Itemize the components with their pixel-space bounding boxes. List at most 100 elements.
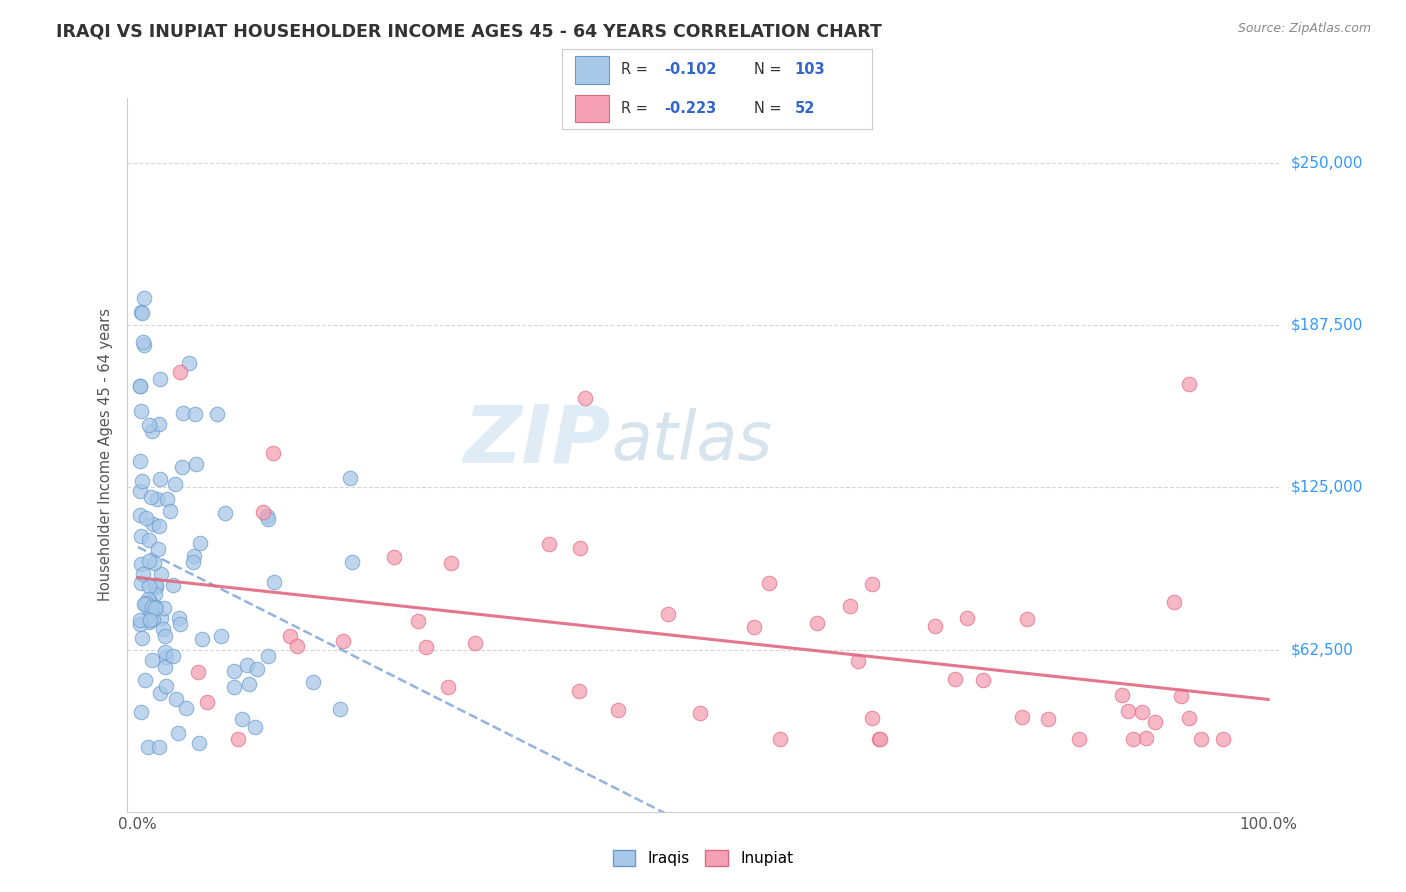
Point: [129, 558, 152, 572]
Point: [138, 615, 160, 630]
Point: [142, 556, 165, 570]
Point: [129, 378, 152, 392]
Point: [222, 681, 245, 695]
Point: [236, 658, 259, 673]
Point: [226, 732, 249, 747]
Point: [657, 607, 679, 621]
Point: [156, 492, 179, 507]
Point: [1116, 705, 1139, 719]
Text: Source: ZipAtlas.com: Source: ZipAtlas.com: [1237, 22, 1371, 36]
Point: [149, 686, 172, 700]
Point: [131, 306, 153, 320]
Point: [1067, 732, 1090, 747]
Point: [1111, 688, 1133, 702]
Point: [131, 566, 153, 581]
Point: [166, 726, 188, 740]
Point: [1178, 711, 1201, 725]
Text: R =: R =: [621, 62, 652, 78]
Point: [1178, 376, 1201, 391]
Point: [134, 292, 156, 306]
Point: [169, 365, 191, 379]
Point: [159, 504, 181, 518]
Point: [172, 459, 194, 474]
Point: [1011, 710, 1033, 724]
Y-axis label: Householder Income Ages 45 - 64 years: Householder Income Ages 45 - 64 years: [98, 309, 114, 601]
Point: [769, 732, 792, 747]
Point: [340, 555, 363, 569]
Point: [869, 732, 891, 747]
Text: N =: N =: [754, 101, 786, 116]
Text: $125,000: $125,000: [1291, 480, 1362, 495]
Point: [302, 675, 325, 690]
Point: [187, 665, 209, 679]
Point: [1163, 595, 1185, 609]
Point: [138, 418, 160, 433]
Point: [129, 576, 152, 591]
Point: [222, 664, 245, 678]
Point: [153, 629, 176, 643]
Point: [956, 610, 979, 624]
Point: [167, 611, 190, 625]
Point: [129, 484, 152, 499]
Point: [129, 379, 152, 393]
Point: [188, 735, 211, 749]
Point: [436, 680, 458, 694]
Point: [285, 639, 308, 653]
Point: [190, 536, 212, 550]
Point: [440, 556, 463, 570]
Point: [568, 541, 591, 556]
Point: [155, 650, 177, 665]
Point: [758, 576, 780, 591]
Point: [141, 424, 163, 438]
Point: [138, 604, 160, 618]
Point: [169, 616, 191, 631]
Point: [141, 600, 163, 615]
Text: 103: 103: [794, 62, 825, 78]
Point: [134, 597, 156, 611]
Point: [846, 654, 869, 668]
Point: [138, 613, 160, 627]
Point: [134, 673, 156, 687]
Point: [153, 600, 176, 615]
Point: [142, 612, 165, 626]
Point: [263, 575, 285, 590]
Text: -0.102: -0.102: [665, 62, 717, 78]
Point: [129, 529, 152, 543]
Point: [1212, 732, 1234, 747]
Point: [134, 597, 156, 611]
Text: IRAQI VS INUPIAT HOUSEHOLDER INCOME AGES 45 - 64 YEARS CORRELATION CHART: IRAQI VS INUPIAT HOUSEHOLDER INCOME AGES…: [56, 22, 882, 40]
Point: [165, 692, 187, 706]
Point: [136, 739, 159, 754]
Bar: [575, 95, 609, 122]
Point: [1017, 612, 1039, 626]
Point: [139, 607, 162, 621]
Point: [257, 511, 280, 525]
Point: [860, 577, 883, 591]
Point: [332, 634, 354, 648]
Point: [191, 632, 214, 647]
Point: [148, 519, 170, 533]
Point: [162, 578, 184, 592]
Text: $187,500: $187,500: [1291, 318, 1362, 333]
Point: [209, 629, 232, 643]
Point: [135, 511, 157, 525]
Point: [136, 592, 159, 607]
Point: [129, 613, 152, 627]
Point: [607, 703, 630, 717]
Point: [141, 652, 163, 666]
Point: [174, 701, 197, 715]
Point: [138, 594, 160, 608]
Text: $62,500: $62,500: [1291, 642, 1354, 657]
Legend: Iraqis, Inupiat: Iraqis, Inupiat: [606, 844, 800, 872]
Text: R =: R =: [621, 101, 652, 116]
Point: [138, 533, 160, 548]
Point: [256, 509, 278, 524]
Point: [246, 662, 269, 676]
Text: N =: N =: [754, 62, 786, 78]
Point: [129, 305, 152, 319]
Point: [537, 537, 560, 551]
Point: [138, 579, 160, 593]
Point: [382, 549, 405, 564]
Point: [262, 446, 284, 460]
Point: [742, 620, 765, 634]
